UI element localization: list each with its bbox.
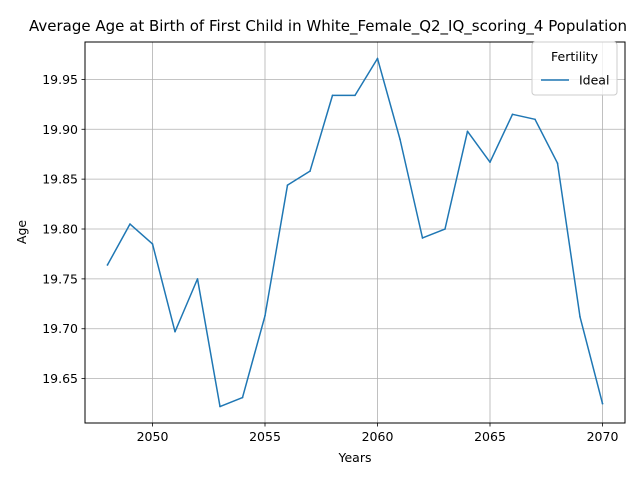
data-point: [287, 184, 289, 186]
x-axis-label: Years: [338, 450, 372, 465]
data-point: [602, 403, 604, 405]
data-point: [467, 130, 469, 132]
data-point: [332, 95, 334, 97]
y-tick-label: 19.95: [42, 72, 78, 87]
y-tick-label: 19.85: [42, 172, 78, 187]
data-point: [534, 118, 536, 120]
data-point: [444, 228, 446, 230]
data-point: [489, 161, 491, 163]
data-point: [422, 237, 424, 239]
legend-label-ideal: Ideal: [579, 73, 609, 88]
x-tick-label: 2060: [362, 429, 394, 444]
data-point: [219, 406, 221, 408]
data-point: [107, 264, 109, 266]
data-point: [242, 397, 244, 399]
x-tick-label: 2065: [474, 429, 506, 444]
data-point: [557, 162, 559, 164]
y-tick-label: 19.65: [42, 371, 78, 386]
data-point: [174, 331, 176, 333]
data-point: [377, 58, 379, 60]
data-point: [579, 316, 581, 318]
y-axis-label: Age: [14, 220, 29, 244]
chart-title: Average Age at Birth of First Child in W…: [29, 17, 627, 36]
data-point: [399, 138, 401, 140]
data-point: [309, 170, 311, 172]
x-tick-label: 2050: [137, 429, 169, 444]
y-tick-label: 19.70: [42, 321, 78, 336]
legend: Fertility Ideal: [532, 42, 617, 95]
data-point: [354, 95, 356, 97]
y-tick-label: 19.90: [42, 122, 78, 137]
data-point: [129, 223, 131, 225]
x-tick-label: 2070: [587, 429, 619, 444]
data-point: [152, 243, 154, 245]
x-tick-label: 2055: [249, 429, 281, 444]
legend-title: Fertility: [551, 49, 599, 64]
y-tick-label: 19.80: [42, 222, 78, 237]
data-point: [264, 315, 266, 317]
data-point: [197, 278, 199, 280]
y-tick-label: 19.75: [42, 271, 78, 286]
data-point: [512, 114, 514, 116]
